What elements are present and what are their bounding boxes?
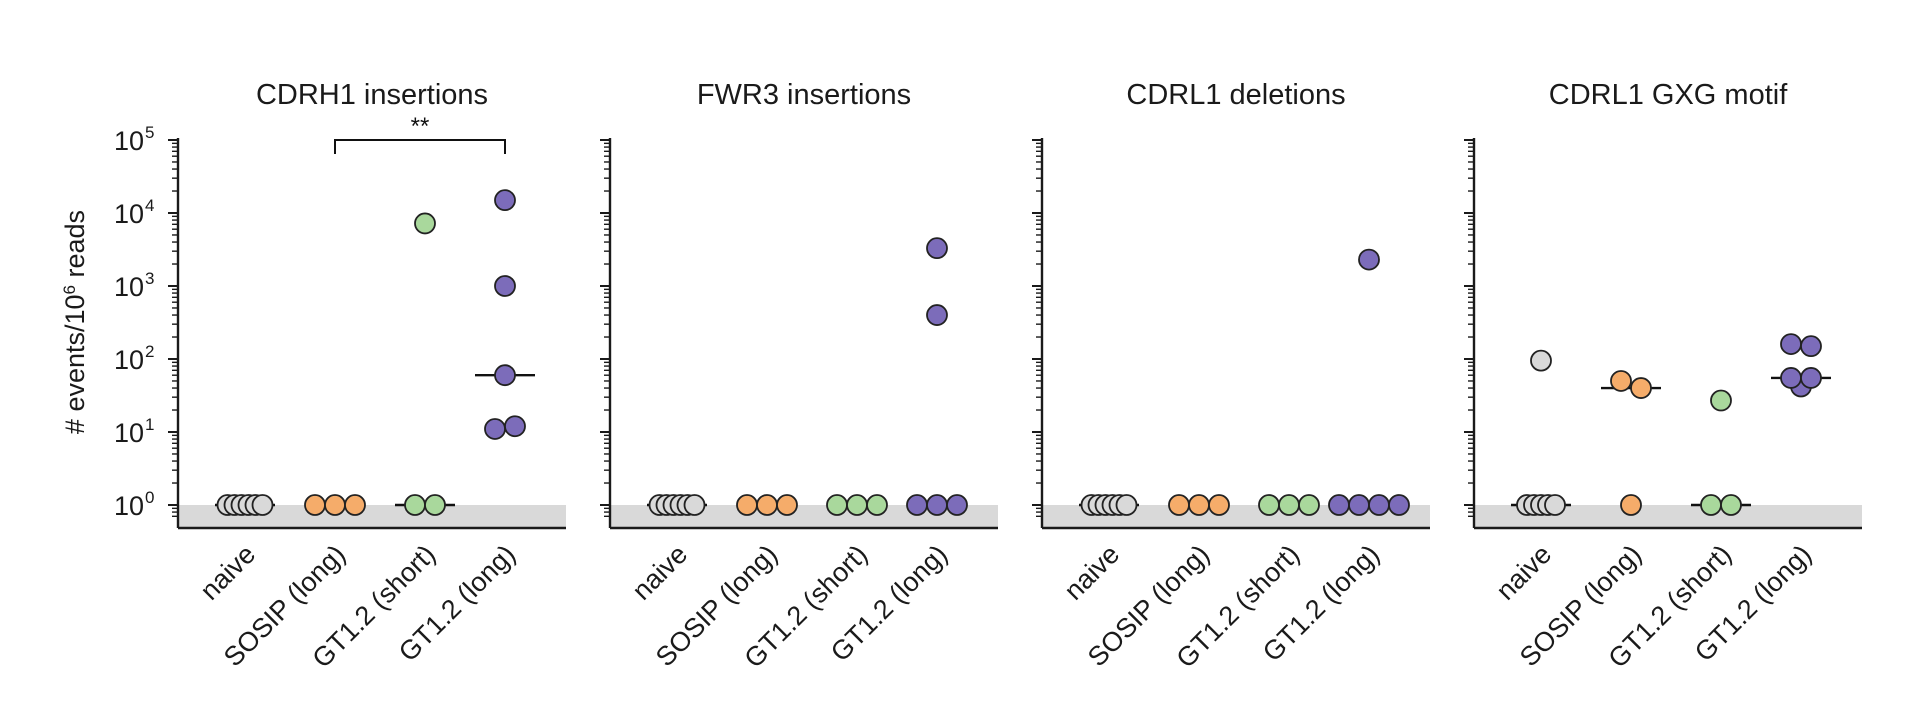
- data-point: [1700, 494, 1722, 516]
- data-point: [1278, 494, 1300, 516]
- data-point: [1800, 367, 1822, 389]
- panel-title: CDRL1 deletions: [1126, 79, 1345, 111]
- y-tick-exponent: 3: [145, 269, 154, 288]
- significance-bracket: [334, 139, 506, 154]
- data-point: [251, 494, 274, 516]
- data-point: [1530, 349, 1552, 372]
- data-point: [414, 212, 436, 235]
- baseline-band: [178, 505, 566, 528]
- y-tick-exponent: 2: [145, 342, 154, 361]
- data-point: [846, 494, 868, 516]
- data-point: [1544, 494, 1566, 516]
- data-point: [1780, 367, 1802, 389]
- data-point: [1188, 494, 1210, 516]
- baseline-band: [610, 505, 998, 528]
- category-label: naive: [1490, 539, 1557, 606]
- y-tick-label: 10: [114, 272, 144, 302]
- y-tick-label: 10: [114, 199, 144, 229]
- y-tick-exponent: 0: [145, 488, 154, 507]
- category-label: naive: [1058, 539, 1125, 606]
- data-point: [494, 364, 516, 387]
- baseline-band: [1474, 505, 1862, 528]
- y-axis-label: # events/106 reads: [60, 210, 91, 434]
- data-point: [1328, 494, 1350, 516]
- significance-label: **: [411, 113, 430, 140]
- data-point: [926, 237, 948, 260]
- data-point: [736, 494, 758, 516]
- data-point: [1620, 494, 1642, 516]
- data-point: [1610, 370, 1632, 392]
- data-point: [494, 189, 516, 212]
- data-point: [1168, 494, 1190, 516]
- data-point: [1800, 335, 1822, 358]
- y-tick-label: 10: [114, 418, 144, 448]
- data-point: [424, 494, 446, 516]
- category-label: naive: [626, 539, 693, 606]
- data-point: [1358, 248, 1380, 271]
- data-point: [866, 494, 888, 516]
- data-point: [1368, 494, 1390, 516]
- panel-title: CDRH1 insertions: [256, 79, 488, 111]
- y-tick-exponent: 5: [145, 123, 154, 142]
- data-point: [756, 494, 778, 516]
- y-tick-label: 10: [114, 126, 144, 156]
- data-point: [404, 494, 426, 516]
- data-point: [1780, 333, 1802, 355]
- y-axis-label-tail: reads: [60, 210, 90, 285]
- data-point: [926, 304, 948, 326]
- data-point: [484, 418, 506, 440]
- y-tick-label: 10: [114, 345, 144, 375]
- data-point: [504, 415, 526, 438]
- data-point: [926, 494, 948, 516]
- y-axis-label-text: # events/106 reads: [60, 210, 91, 434]
- y-tick-exponent: 1: [145, 415, 154, 434]
- data-point: [494, 275, 516, 297]
- data-point: [776, 494, 798, 516]
- data-point: [1630, 377, 1652, 399]
- y-axis-label-exponent: 6: [60, 285, 79, 294]
- y-tick-label: 10: [114, 491, 144, 521]
- data-point: [1348, 494, 1370, 516]
- data-point: [1298, 494, 1320, 516]
- data-point: [683, 494, 706, 516]
- data-point: [1115, 494, 1138, 516]
- data-point: [1720, 494, 1742, 516]
- data-point: [324, 494, 346, 516]
- y-tick-exponent: 4: [145, 196, 154, 215]
- data-point: [344, 494, 366, 516]
- data-point: [1258, 494, 1280, 516]
- y-axis-label-part: # events/10: [60, 294, 90, 434]
- data-point: [1710, 389, 1732, 412]
- category-label: naive: [194, 539, 261, 606]
- panel-title: CDRL1 GXG motif: [1549, 79, 1788, 111]
- data-point: [826, 494, 848, 516]
- data-point: [1208, 494, 1230, 516]
- panel-title: FWR3 insertions: [697, 79, 911, 111]
- data-point: [946, 494, 968, 516]
- data-point: [304, 494, 326, 516]
- data-point: [906, 494, 928, 516]
- data-point: [1388, 494, 1410, 516]
